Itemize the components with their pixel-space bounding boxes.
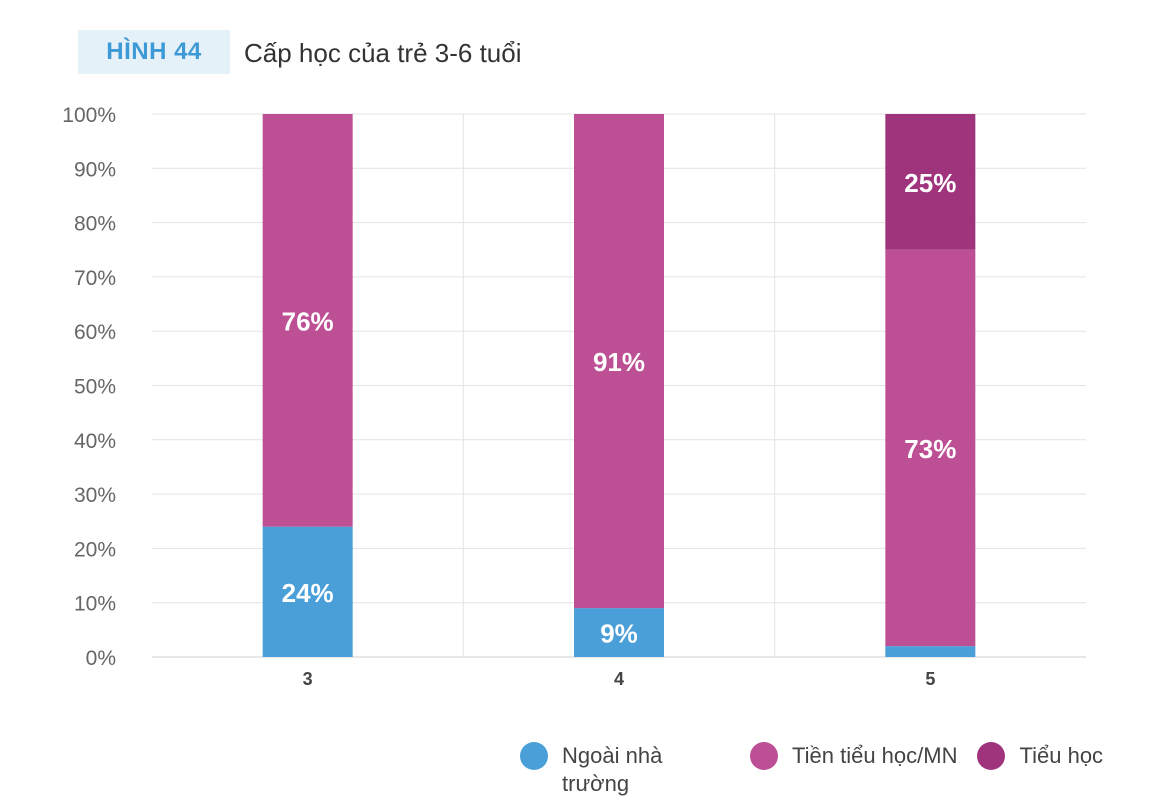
bar-segment <box>885 646 976 657</box>
legend-item-ngoai-nha-truong: Ngoài nhà trường <box>520 742 692 798</box>
bar-data-label: 9% <box>600 619 638 649</box>
stacked-bar-chart: 0% 10% 20% 30% 40% 50% 60% 70% 80% 90% 100% 24% 76%… <box>62 104 1086 689</box>
legend-item-tieu-hoc: Tiểu học <box>977 742 1103 770</box>
y-tick-label: 80% <box>74 213 116 236</box>
legend: Ngoài nhà trường Tiền tiểu học/MN Tiểu h… <box>520 742 1103 798</box>
figure-badge: HÌNH 44 <box>78 30 230 74</box>
y-tick-label: 10% <box>74 593 116 616</box>
y-axis: 0% 10% 20% 30% 40% 50% 60% 70% 80% 90% 100% <box>62 104 116 670</box>
y-tick-label: 90% <box>74 158 116 181</box>
bar-data-label: 76% <box>282 306 334 336</box>
legend-swatch <box>520 742 548 770</box>
bar-segment <box>262 114 353 527</box>
bar-segment <box>885 114 976 250</box>
bar-data-label: 25% <box>904 168 956 198</box>
y-tick-label: 30% <box>74 484 116 507</box>
y-tick-label: 0% <box>86 647 116 670</box>
x-tick-label: 4 <box>614 669 624 689</box>
bar-data-label: 24% <box>282 578 334 608</box>
bar-segment <box>574 114 664 609</box>
x-axis: 3 4 5 <box>303 669 936 689</box>
bar-segment <box>885 249 976 647</box>
legend-label: Ngoài nhà trường <box>562 743 663 796</box>
bar-segment <box>574 608 664 657</box>
x-tick-label: 3 <box>303 669 313 689</box>
legend-swatch <box>750 742 778 770</box>
y-tick-label: 60% <box>74 321 116 344</box>
y-tick-label: 70% <box>74 267 116 290</box>
y-tick-label: 50% <box>74 376 116 399</box>
legend-label: Tiểu học <box>1019 743 1104 768</box>
bar-segment <box>262 526 353 657</box>
figure-title: Cấp học của trẻ 3-6 tuổi <box>244 38 522 68</box>
bars-layer: 24%76%9%91%2%73%25% <box>262 114 976 657</box>
x-tick-label: 5 <box>925 669 935 689</box>
legend-swatch <box>977 742 1006 770</box>
bar-data-label: 73% <box>904 434 956 464</box>
y-tick-label: 20% <box>74 538 116 561</box>
y-tick-label: 40% <box>74 430 116 453</box>
y-tick-label: 100% <box>62 104 116 127</box>
legend-label: Tiền tiểu học/MN <box>792 743 958 768</box>
bar-data-label: 91% <box>593 347 645 377</box>
legend-item-tien-tieu-hoc: Tiền tiểu học/MN <box>750 742 957 770</box>
